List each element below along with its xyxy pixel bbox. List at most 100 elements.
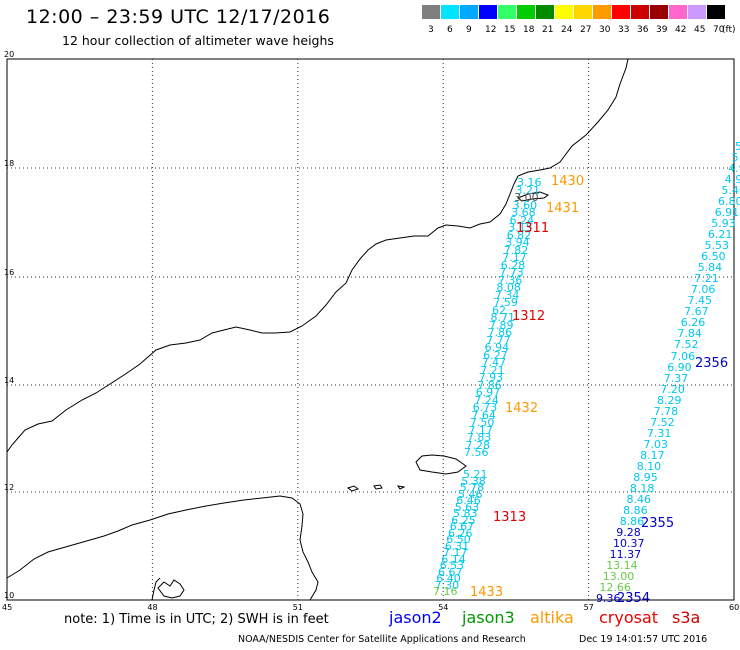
wave-height-value: 8.08 — [496, 281, 521, 294]
colorbar-label: 3 — [428, 25, 434, 35]
wave-height-value: 5.84 — [697, 261, 723, 275]
pass-time-label: 2356 — [695, 356, 729, 371]
wave-height-value: 7.64 — [471, 408, 496, 422]
map-title: 12:00 – 23:59 UTC 12/17/2016 — [26, 6, 331, 28]
pass-time-label: 1313 — [493, 510, 527, 525]
wave-height-value: 5.38 — [461, 474, 486, 488]
wave-height-value: 6.90 — [667, 360, 692, 374]
wave-height-value: 7.50 — [469, 416, 495, 429]
wave-height-value: 7.17 — [502, 251, 527, 264]
colorbar-swatch — [536, 5, 554, 19]
wave-height-value: 7.30 — [434, 578, 460, 592]
pass-time-label: 1311 — [516, 221, 550, 236]
wave-height-value: 6.28 — [500, 258, 526, 272]
wave-height-value: 6.82 — [506, 228, 532, 242]
y-tick-label: 10 — [4, 591, 15, 600]
wave-height-value: 6.24 — [509, 213, 535, 227]
wave-height-value: 7.28 — [465, 438, 491, 452]
colorbar-swatch — [612, 5, 630, 19]
wave-height-value: 7.84 — [677, 327, 702, 341]
legend-cryosat: cryosat — [599, 608, 659, 627]
wave-height-value: 6.67 — [449, 520, 475, 533]
wave-height-value: 7.67 — [684, 305, 709, 319]
map-subtitle: 12 hour collection of altimeter wave hei… — [62, 33, 334, 48]
x-tick-label: 60 — [729, 603, 740, 612]
wave-height-value: 6.25 — [451, 513, 476, 527]
pass-time-label: 2354 — [617, 591, 651, 606]
coastline-arabia — [6, 58, 629, 453]
x-tick-label: 51 — [292, 603, 303, 612]
wave-height-value: 6.53 — [439, 559, 465, 572]
wave-height-value: 3.16 — [517, 176, 542, 189]
x-tick-label: 45 — [2, 603, 13, 612]
wave-height-value: 8.29 — [657, 393, 682, 407]
pass-time-label: 1431 — [546, 201, 580, 216]
wave-height-value: 8.95 — [633, 470, 658, 484]
legend-jason3: jason3 — [462, 608, 515, 627]
colorbar-swatch — [593, 5, 611, 19]
colorbar-label: 45 — [694, 25, 706, 35]
legend-altika: altika — [530, 608, 574, 627]
colorbar-swatch — [650, 5, 668, 19]
pass-time-label: 1312 — [512, 309, 546, 324]
wave-height-value: 6.46 — [456, 494, 481, 507]
y-tick-label: 20 — [4, 50, 15, 59]
colorbar-label: 70 — [713, 25, 725, 35]
wave-height-value: 7.52 — [674, 338, 699, 352]
colorbar-swatch — [479, 5, 497, 19]
x-tick-label: 57 — [583, 603, 594, 612]
wave-height-value: 7.73 — [499, 266, 524, 279]
coastline-africa-west — [151, 577, 161, 601]
colorbar-swatch — [574, 5, 592, 19]
wave-height-value: 7.21 — [694, 272, 719, 286]
wave-height-value: 6.73 — [472, 401, 498, 414]
colorbar-swatch — [688, 5, 706, 19]
island-small-2 — [373, 484, 383, 490]
wave-height-value: 3.94 — [505, 236, 530, 249]
wave-height-value: 8.17 — [640, 448, 665, 462]
wave-height-value: 5.83 — [453, 507, 478, 520]
colorbar-label: 18 — [523, 25, 535, 35]
wave-height-value: 3.60 — [512, 198, 538, 212]
wave-height-value: 7.06 — [690, 283, 716, 297]
wave-height-value: 8.86 — [623, 503, 648, 517]
wave-height-value: 4.9 — [728, 162, 740, 175]
colorbar-label: 27 — [580, 25, 592, 35]
wave-height-value: 6.40 — [436, 572, 461, 585]
colorbar-label: 15 — [504, 25, 516, 35]
colorbar-swatch — [422, 5, 440, 19]
legend-jason2: jason2 — [389, 608, 442, 627]
colorbar-label: 6 — [447, 25, 453, 35]
wave-height-value: 6.94 — [484, 341, 510, 354]
wave-height-value: 9.28 — [616, 525, 641, 539]
colorbar-label: 33 — [618, 25, 630, 35]
wave-height-value: 8.71 — [490, 311, 516, 324]
colorbar-swatch — [498, 5, 516, 19]
wave-height-value: 7.47 — [481, 356, 507, 369]
wave-height-value: 3.21 — [515, 183, 541, 197]
wave-height-value: 6.67 — [438, 565, 463, 579]
colorbar-label: 36 — [637, 25, 649, 35]
y-tick-label: 16 — [4, 268, 15, 277]
credit-line: NOAA/NESDIS Center for Satellite Applica… — [238, 634, 526, 645]
wave-height-value: 8.18 — [629, 481, 655, 495]
colorbar-label: 30 — [599, 25, 611, 35]
island-socotra — [415, 454, 467, 475]
wave-height-value: 13.00 — [602, 570, 635, 583]
x-tick-label: 54 — [438, 603, 449, 612]
wave-height-value: 7.93 — [478, 371, 504, 384]
wave-height-value: 13.14 — [606, 558, 638, 572]
wave-height-value: 6.14 — [441, 552, 466, 566]
coastline-africa — [6, 495, 319, 601]
wave-height-value: 3.00 — [514, 191, 539, 204]
wave-height-value: 5.46 — [721, 184, 740, 198]
wave-height-value: 7.21 — [480, 363, 505, 377]
units-note: note: 1) Time is in UTC; 2) SWH is in fe… — [64, 612, 329, 627]
wave-height-value: 6.80 — [718, 195, 740, 209]
colorbar-label: 12 — [485, 25, 497, 35]
wave-height-value: 10.37 — [613, 536, 645, 550]
map-frame — [6, 58, 735, 601]
wave-height-value: 7.31 — [646, 426, 672, 440]
y-tick-label: 18 — [4, 159, 15, 168]
wave-height-value: 7.34 — [494, 288, 520, 302]
